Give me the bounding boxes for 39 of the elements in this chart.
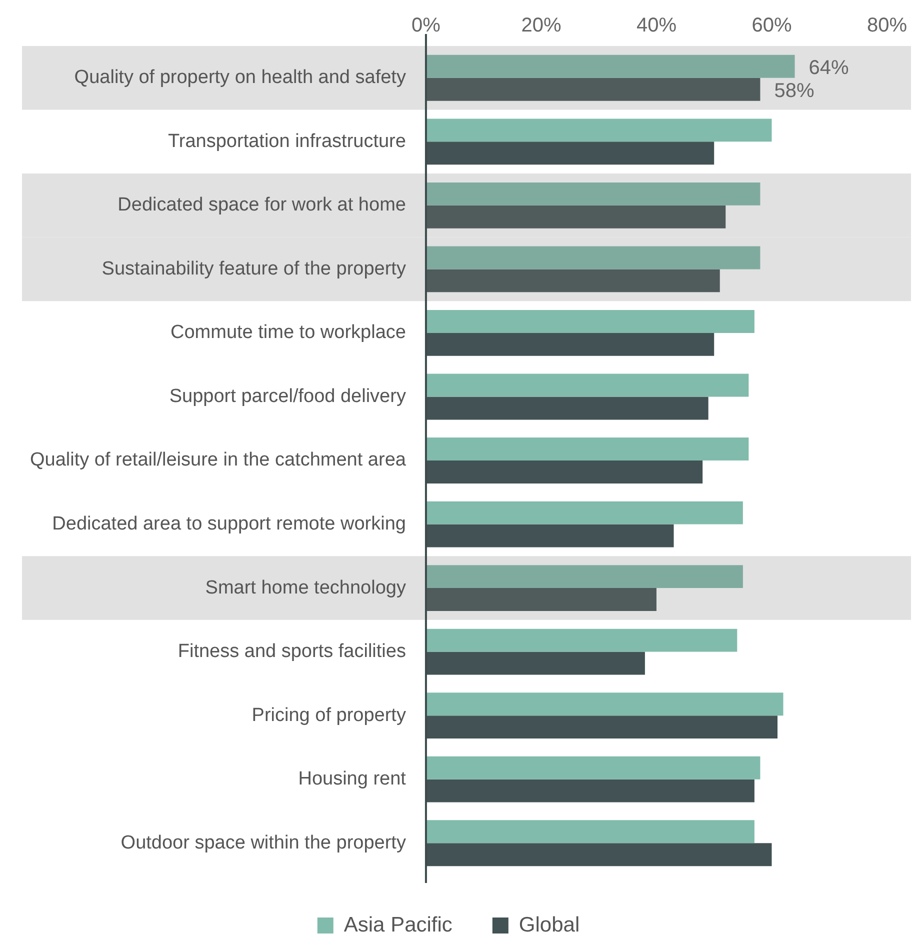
- x-tick-label: 20%: [521, 14, 562, 37]
- bar: [426, 565, 743, 588]
- data-label: 58%: [774, 80, 814, 102]
- legend-label: Global: [518, 913, 580, 936]
- y-tick-label: Commute time to workplace: [170, 322, 406, 344]
- bar: [426, 118, 772, 142]
- y-tick-label: Fitness and sports facilities: [178, 641, 406, 662]
- bar: [426, 374, 749, 397]
- bar: [426, 692, 784, 716]
- x-tick-label: 0%: [412, 14, 441, 37]
- bar: [426, 628, 738, 652]
- x-tick-label: 40%: [636, 14, 677, 37]
- bar: [426, 501, 743, 524]
- bar: [426, 54, 795, 78]
- y-tick-label: Pricing of property: [252, 704, 406, 726]
- data-label: 64%: [808, 56, 850, 79]
- y-tick-label: Support parcel/food delivery: [169, 386, 406, 407]
- y-tick-label: Quality of property on health and safety: [74, 67, 406, 88]
- bar: [426, 205, 726, 228]
- y-tick-label: Smart home technology: [205, 577, 406, 598]
- bar: [426, 438, 749, 460]
- y-tick-label: Sustainability feature of the property: [102, 258, 406, 280]
- y-tick-label: Housing rent: [298, 768, 407, 790]
- bar: [426, 588, 656, 611]
- bar: [426, 246, 760, 270]
- bar: [426, 756, 760, 780]
- bar: [426, 269, 720, 292]
- bar: [426, 78, 760, 101]
- y-tick-label: Outdoor space within the property: [120, 832, 406, 854]
- bar: [426, 182, 760, 206]
- y-tick-label: Dedicated area to support remote working: [52, 514, 406, 535]
- x-tick-label: 60%: [752, 14, 792, 37]
- y-tick-label: Dedicated space for work at home: [118, 194, 406, 216]
- bar: [426, 820, 754, 844]
- x-tick-label: 80%: [866, 14, 908, 37]
- y-tick-label: Quality of retail/leisure in the catchment area: [30, 450, 406, 471]
- y-tick-label: Transportation infrastructure: [168, 130, 406, 152]
- legend-label: Asia Pacific: [344, 913, 452, 936]
- bar: [426, 310, 754, 333]
